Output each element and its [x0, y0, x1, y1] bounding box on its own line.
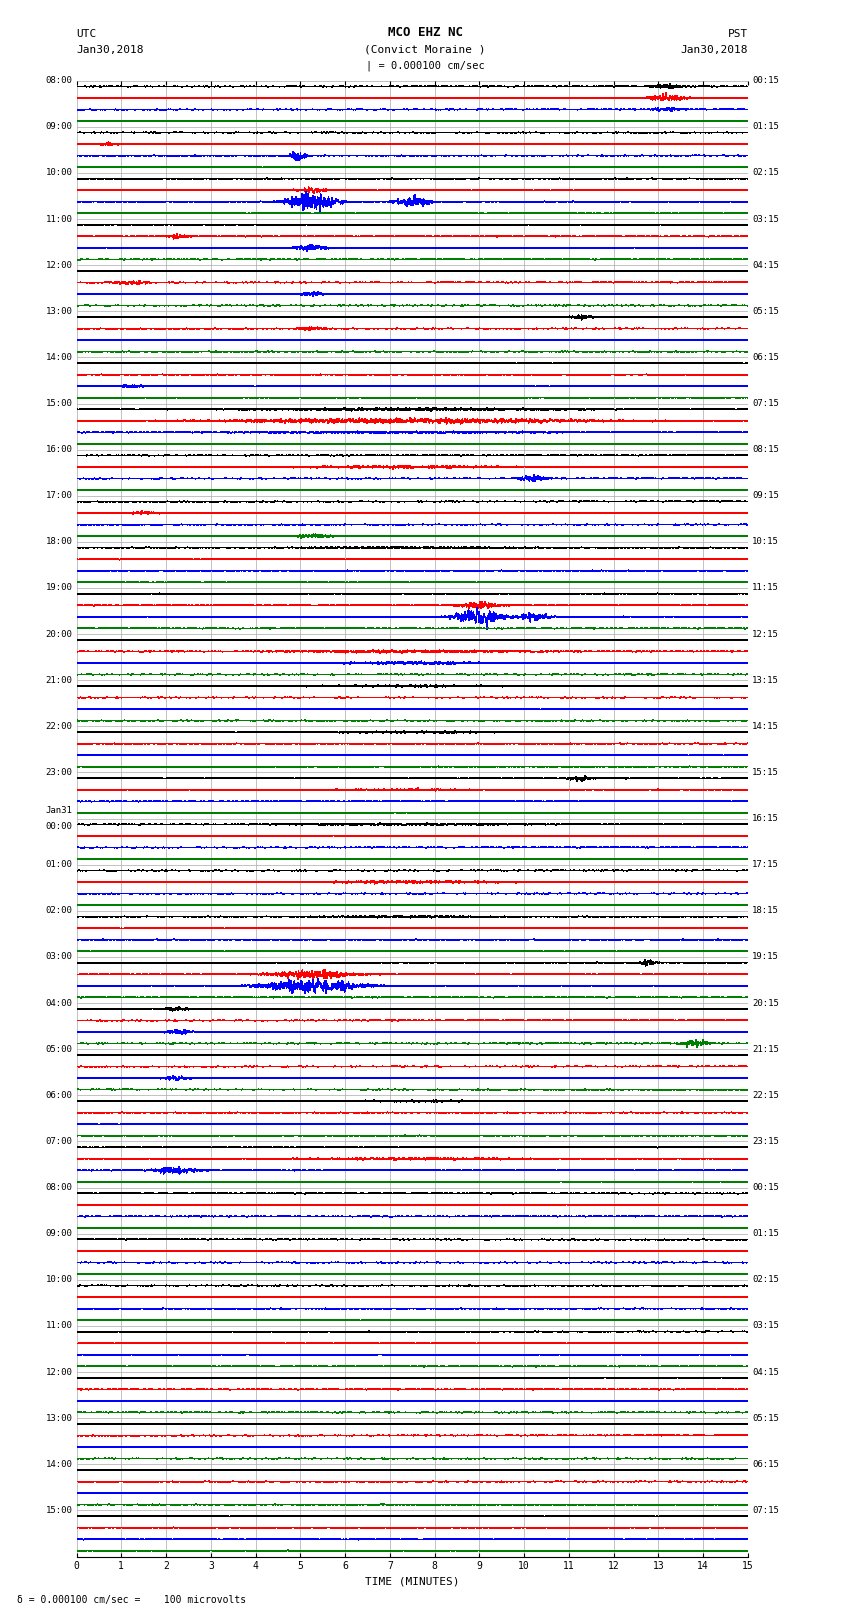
Text: 02:15: 02:15	[752, 1276, 779, 1284]
Text: 01:15: 01:15	[752, 1229, 779, 1239]
Text: 18:15: 18:15	[752, 907, 779, 915]
Text: 22:00: 22:00	[45, 723, 72, 731]
Text: 05:00: 05:00	[45, 1045, 72, 1053]
Text: 20:00: 20:00	[45, 629, 72, 639]
Text: 04:15: 04:15	[752, 1368, 779, 1376]
Text: 13:15: 13:15	[752, 676, 779, 686]
Text: 10:00: 10:00	[45, 1276, 72, 1284]
Text: Jan30,2018: Jan30,2018	[76, 45, 144, 55]
Text: δ = 0.000100 cm/sec =    100 microvolts: δ = 0.000100 cm/sec = 100 microvolts	[17, 1595, 246, 1605]
Text: 14:00: 14:00	[45, 353, 72, 361]
Text: Jan31: Jan31	[45, 806, 72, 816]
Text: 14:15: 14:15	[752, 723, 779, 731]
Text: UTC: UTC	[76, 29, 97, 39]
Text: 07:15: 07:15	[752, 398, 779, 408]
X-axis label: TIME (MINUTES): TIME (MINUTES)	[365, 1578, 460, 1587]
Text: 02:00: 02:00	[45, 907, 72, 915]
Text: 16:00: 16:00	[45, 445, 72, 455]
Text: 15:15: 15:15	[752, 768, 779, 777]
Text: 10:00: 10:00	[45, 168, 72, 177]
Text: 16:15: 16:15	[752, 815, 779, 823]
Text: 22:15: 22:15	[752, 1090, 779, 1100]
Text: MCO EHZ NC: MCO EHZ NC	[388, 26, 462, 39]
Text: 15:00: 15:00	[45, 398, 72, 408]
Text: 14:00: 14:00	[45, 1460, 72, 1469]
Text: 09:00: 09:00	[45, 123, 72, 131]
Text: 18:00: 18:00	[45, 537, 72, 547]
Text: 08:00: 08:00	[45, 76, 72, 85]
Text: 11:15: 11:15	[752, 584, 779, 592]
Text: 11:00: 11:00	[45, 1321, 72, 1331]
Text: 07:15: 07:15	[752, 1507, 779, 1515]
Text: PST: PST	[728, 29, 748, 39]
Text: 05:15: 05:15	[752, 306, 779, 316]
Text: 19:15: 19:15	[752, 952, 779, 961]
Text: 13:00: 13:00	[45, 306, 72, 316]
Text: 09:15: 09:15	[752, 492, 779, 500]
Text: 05:15: 05:15	[752, 1413, 779, 1423]
Text: 17:00: 17:00	[45, 492, 72, 500]
Text: 23:15: 23:15	[752, 1137, 779, 1145]
Text: 00:15: 00:15	[752, 1182, 779, 1192]
Text: 03:15: 03:15	[752, 215, 779, 224]
Text: Jan30,2018: Jan30,2018	[681, 45, 748, 55]
Text: 12:00: 12:00	[45, 261, 72, 269]
Text: 13:00: 13:00	[45, 1413, 72, 1423]
Text: 12:15: 12:15	[752, 629, 779, 639]
Text: 03:00: 03:00	[45, 952, 72, 961]
Text: 09:00: 09:00	[45, 1229, 72, 1239]
Text: 07:00: 07:00	[45, 1137, 72, 1145]
Text: 23:00: 23:00	[45, 768, 72, 777]
Text: 01:00: 01:00	[45, 860, 72, 869]
Text: 06:15: 06:15	[752, 1460, 779, 1469]
Text: | = 0.000100 cm/sec: | = 0.000100 cm/sec	[366, 60, 484, 71]
Text: 04:00: 04:00	[45, 998, 72, 1008]
Text: 08:15: 08:15	[752, 445, 779, 455]
Text: 06:15: 06:15	[752, 353, 779, 361]
Text: (Convict Moraine ): (Convict Moraine )	[365, 45, 485, 55]
Text: 19:00: 19:00	[45, 584, 72, 592]
Text: 11:00: 11:00	[45, 215, 72, 224]
Text: 21:15: 21:15	[752, 1045, 779, 1053]
Text: 12:00: 12:00	[45, 1368, 72, 1376]
Text: 08:00: 08:00	[45, 1182, 72, 1192]
Text: 10:15: 10:15	[752, 537, 779, 547]
Text: 06:00: 06:00	[45, 1090, 72, 1100]
Text: 00:15: 00:15	[752, 76, 779, 85]
Text: 17:15: 17:15	[752, 860, 779, 869]
Text: 00:00: 00:00	[45, 823, 72, 831]
Text: 02:15: 02:15	[752, 168, 779, 177]
Text: 15:00: 15:00	[45, 1507, 72, 1515]
Text: 21:00: 21:00	[45, 676, 72, 686]
Text: 04:15: 04:15	[752, 261, 779, 269]
Text: 20:15: 20:15	[752, 998, 779, 1008]
Text: 01:15: 01:15	[752, 123, 779, 131]
Text: 03:15: 03:15	[752, 1321, 779, 1331]
